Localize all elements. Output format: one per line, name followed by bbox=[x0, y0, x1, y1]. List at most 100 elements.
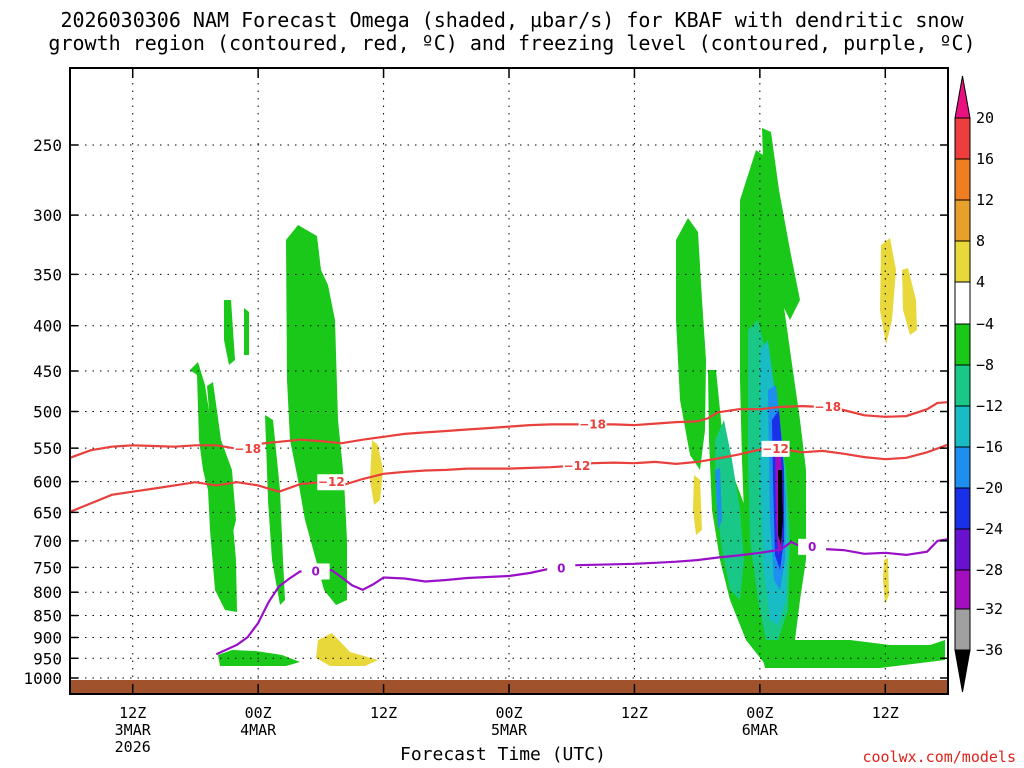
omega-shade-green bbox=[244, 308, 249, 355]
colorbar-label: 8 bbox=[976, 232, 985, 250]
omega-shade-green bbox=[207, 382, 236, 540]
contour-label-bg bbox=[798, 538, 827, 555]
y-tick-label: 950 bbox=[33, 649, 62, 668]
contour-label-bg bbox=[761, 440, 790, 457]
y-tick-label: 700 bbox=[33, 532, 62, 551]
contour-label-bg bbox=[301, 563, 330, 580]
contour-label: −12 bbox=[564, 459, 591, 473]
contour-label-bg bbox=[813, 398, 842, 415]
colorbar-swatch bbox=[954, 281, 971, 325]
colorbar-label: −20 bbox=[976, 479, 1003, 497]
contour-label: −18 bbox=[814, 400, 841, 414]
contour-label: 0 bbox=[311, 564, 319, 578]
colorbar-swatch bbox=[954, 569, 971, 610]
x-tick-label: 12Z bbox=[119, 704, 146, 722]
contour-label: −18 bbox=[234, 442, 261, 456]
colorbar-label: 12 bbox=[976, 191, 994, 209]
colorbar-swatch bbox=[954, 608, 971, 651]
credit-link[interactable]: coolwx.com/models bbox=[862, 748, 1016, 766]
colorbar-label: −24 bbox=[976, 520, 1003, 538]
colorbar-label: −4 bbox=[976, 315, 994, 333]
contour-label: 0 bbox=[808, 540, 816, 554]
x-tick-label: 00Z bbox=[495, 704, 522, 722]
colorbar-bottom-arrow bbox=[954, 649, 971, 693]
colorbar-label: −12 bbox=[976, 397, 1003, 415]
colorbar-swatch bbox=[954, 117, 971, 160]
x-tick-label: 4MAR bbox=[240, 721, 277, 739]
colorbar-top-arrow bbox=[954, 75, 971, 119]
y-tick-label: 350 bbox=[33, 265, 62, 284]
y-tick-label: 800 bbox=[33, 583, 62, 602]
x-tick-label: 5MAR bbox=[491, 721, 528, 739]
y-tick-label: 850 bbox=[33, 607, 62, 626]
chart-title-line-2: growth region (contoured, red, ºC) and f… bbox=[48, 31, 976, 55]
omega-shading bbox=[190, 128, 945, 668]
omega-shade-yellow bbox=[316, 633, 378, 666]
y-tick-label: 300 bbox=[33, 206, 62, 225]
colorbar-swatch bbox=[954, 364, 971, 407]
y-tick-label: 550 bbox=[33, 439, 62, 458]
chart-title-line-1: 2026030306 NAM Forecast Omega (shaded, µ… bbox=[60, 8, 964, 32]
colorbar-swatch bbox=[954, 240, 971, 283]
x-tick-label: 12Z bbox=[370, 704, 397, 722]
x-tick-label: 3MAR bbox=[115, 721, 152, 739]
colorbar-swatch bbox=[954, 323, 971, 366]
colorbar-swatch bbox=[954, 405, 971, 448]
colorbar-label: −36 bbox=[976, 641, 1003, 659]
contour-label-bg bbox=[317, 474, 346, 491]
colorbar-swatch bbox=[954, 487, 971, 530]
colorbar-swatch bbox=[954, 446, 971, 489]
y-tick-label: 250 bbox=[33, 136, 62, 155]
omega-shade-black bbox=[778, 470, 783, 545]
y-tick-label: 600 bbox=[33, 473, 62, 492]
x-axis-label: Forecast Time (UTC) bbox=[400, 744, 606, 765]
contour-label: −12 bbox=[762, 442, 789, 456]
contour-label-bg bbox=[547, 560, 576, 577]
contour-label-bg bbox=[562, 457, 591, 474]
y-tick-label: 400 bbox=[33, 317, 62, 336]
colorbar-label: −16 bbox=[976, 438, 1003, 456]
y-tick-label: 650 bbox=[33, 503, 62, 522]
contour-label: −18 bbox=[579, 417, 606, 431]
omega-shade-yellow bbox=[902, 268, 917, 335]
colorbar-swatch bbox=[954, 528, 971, 571]
x-tick-label: 00Z bbox=[245, 704, 272, 722]
omega-shade-green bbox=[762, 128, 800, 320]
y-tick-label: 500 bbox=[33, 403, 62, 422]
omega-shade-green bbox=[224, 300, 235, 365]
contour-line-−12 bbox=[69, 443, 949, 513]
colorbar-label: −32 bbox=[976, 600, 1003, 618]
x-tick-label: 00Z bbox=[746, 704, 773, 722]
omega-shade-green bbox=[190, 362, 237, 612]
omega-shade-yellow bbox=[370, 440, 383, 505]
x-tick-label: 2026 bbox=[115, 738, 151, 756]
colorbar-label: 16 bbox=[976, 150, 994, 168]
colorbar-label: 20 bbox=[976, 109, 994, 127]
x-tick-label: 12Z bbox=[621, 704, 648, 722]
contour-label: 0 bbox=[557, 561, 565, 575]
omega-shade-green bbox=[740, 150, 945, 668]
omega-shade-blue bbox=[715, 468, 722, 530]
contour-label: −12 bbox=[318, 475, 345, 489]
contour-label-bg bbox=[233, 440, 262, 457]
contour-label-bg bbox=[578, 416, 607, 433]
omega-shade-green bbox=[286, 225, 347, 605]
colorbar: 20 16 12 8 4 −4 −8 −12 −16 −20 −24 −28 −32 −36 bbox=[954, 75, 1003, 693]
omega-shade-green bbox=[676, 218, 706, 470]
omega-shade-yellow bbox=[883, 558, 889, 604]
colorbar-swatch bbox=[954, 158, 971, 201]
y-tick-label: 1000 bbox=[23, 669, 62, 688]
y-tick-label: 900 bbox=[33, 628, 62, 647]
omega-shade-yellow bbox=[693, 475, 702, 535]
y-tick-label: 450 bbox=[33, 362, 62, 381]
contour-series: −18 −18 −18 −12 −12 −12 0 0 0 bbox=[69, 398, 949, 656]
y-tick-label: 750 bbox=[33, 558, 62, 577]
omega-shade-green bbox=[265, 415, 285, 605]
colorbar-label: −8 bbox=[976, 356, 994, 374]
colorbar-label: −28 bbox=[976, 561, 1003, 579]
colorbar-swatch bbox=[954, 199, 971, 242]
colorbar-label: 4 bbox=[976, 273, 985, 291]
y-axis-ticks: 250 300 350 400 450 500 550 600 650 700 750 800 850 9… bbox=[23, 136, 948, 688]
